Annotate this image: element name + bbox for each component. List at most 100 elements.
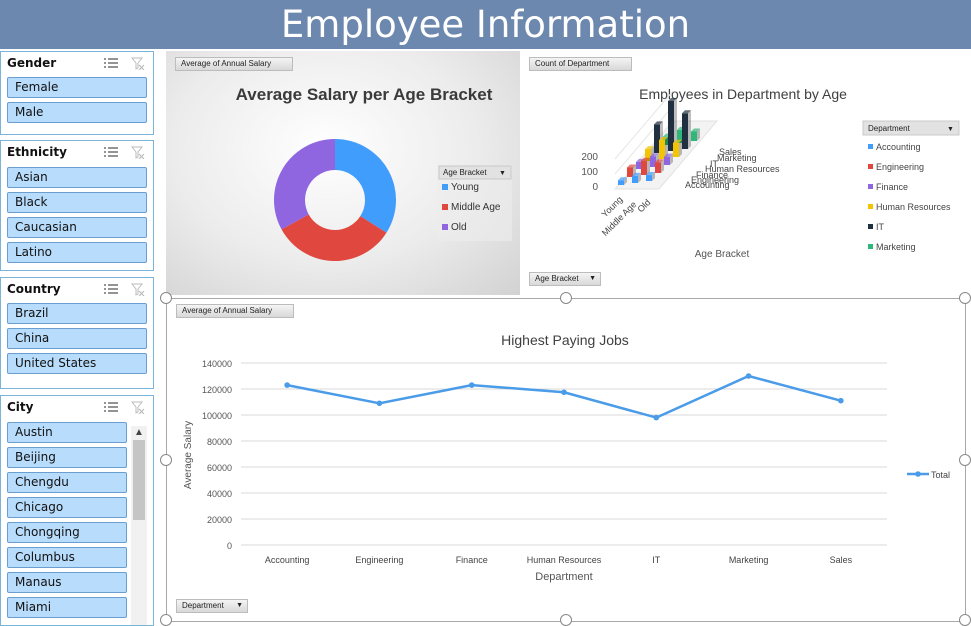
bar-finance-old[interactable] [664, 156, 670, 165]
bar-accounting-old[interactable] [646, 175, 652, 181]
dropdown-arrow-icon[interactable]: ▼ [589, 275, 596, 282]
legend-title: Age Bracket [443, 168, 487, 177]
slicer-item-beijing[interactable]: Beijing [7, 447, 127, 468]
slicer-item-chongqing[interactable]: Chongqing [7, 522, 127, 543]
bar-it-old[interactable] [682, 113, 688, 149]
data-point-marketing[interactable] [745, 373, 752, 379]
field-button-value[interactable]: Average of Annual Salary [176, 304, 294, 318]
bar-marketing-old[interactable] [691, 131, 697, 141]
slicer-header: Country [1, 278, 153, 300]
slicer-gender[interactable]: Gender Female Male [0, 51, 154, 135]
bar-marketing-middle-age[interactable] [677, 129, 683, 143]
series-line[interactable] [286, 374, 842, 419]
bar-top-face [668, 98, 677, 101]
field-button-value[interactable]: Average of Annual Salary [175, 57, 293, 71]
slicer-item-china[interactable]: China [7, 328, 147, 349]
slicer-item-austin[interactable]: Austin [7, 422, 127, 443]
resize-handle[interactable] [560, 292, 572, 304]
pie-slice-old[interactable] [274, 139, 335, 230]
bar-finance-young[interactable] [636, 161, 642, 169]
multi-select-icon[interactable] [103, 401, 119, 413]
clear-filter-icon[interactable] [131, 57, 145, 70]
clear-filter-icon[interactable] [131, 283, 145, 296]
data-point-accounting[interactable] [284, 382, 290, 388]
slicer-city[interactable]: City Austin Beijing Chengdu Chicago Chon… [0, 395, 154, 626]
scroll-thumb[interactable] [133, 440, 145, 520]
data-point-sales[interactable] [838, 397, 844, 404]
resize-handle[interactable] [959, 614, 971, 626]
resize-handle[interactable] [959, 454, 971, 466]
depth-axis-label: Sales [719, 147, 742, 157]
slicer-item-chengdu[interactable]: Chengdu [7, 472, 127, 493]
bar-human-resources-middle-age[interactable] [659, 139, 665, 159]
bar-engineering-middle-age[interactable] [641, 160, 647, 175]
scroll-up-icon[interactable]: ▲ [134, 427, 144, 438]
slicer-header: City [1, 396, 153, 418]
dropdown-arrow-icon[interactable]: ▼ [947, 126, 954, 133]
bar-human-resources-old[interactable] [673, 142, 679, 157]
data-point-human-resources[interactable] [561, 389, 567, 396]
multi-select-icon[interactable] [103, 57, 119, 69]
axis-field-button[interactable]: Department ▼ [176, 599, 248, 613]
slicer-item-miami[interactable]: Miami [7, 597, 127, 618]
data-point-it[interactable] [653, 414, 660, 421]
multi-select-icon[interactable] [103, 283, 119, 295]
bar-accounting-young[interactable] [618, 180, 624, 185]
clear-filter-icon[interactable] [131, 146, 145, 159]
bar-engineering-young[interactable] [627, 167, 633, 177]
slicer-item-asian[interactable]: Asian [7, 167, 147, 188]
field-button-value[interactable]: Count of Department [529, 57, 632, 71]
slicer-item-caucasian[interactable]: Caucasian [7, 217, 147, 238]
bar-engineering-old[interactable] [655, 162, 661, 173]
bar-it-young[interactable] [654, 124, 660, 153]
x-axis-label: Age Bracket [695, 249, 750, 260]
resize-handle[interactable] [160, 614, 172, 626]
slicer-country[interactable]: Country Brazil China United States [0, 277, 154, 389]
line-series-total [284, 373, 844, 421]
city-scrollbar[interactable]: ▲ ▼ [131, 426, 147, 625]
pie-slice-middle-age[interactable] [281, 214, 387, 261]
bar-accounting-middle-age[interactable] [632, 175, 638, 183]
resize-handle[interactable] [160, 292, 172, 304]
multi-select-icon[interactable] [103, 146, 119, 158]
slicer-item-chicago[interactable]: Chicago [7, 497, 127, 518]
y-axis-ticks: 0 20000 40000 60000 80000 100000 120000 140000 [202, 359, 232, 551]
slicer-item-columbus[interactable]: Columbus [7, 547, 127, 568]
slicer-item-female[interactable]: Female [7, 77, 147, 98]
data-point-finance[interactable] [468, 382, 475, 388]
slicer-item-united-states[interactable]: United States [7, 353, 147, 374]
slicer-ethnicity[interactable]: Ethnicity Asian Black Caucasian Latino [0, 140, 154, 271]
dropdown-arrow-icon[interactable]: ▼ [236, 602, 243, 609]
dropdown-arrow-icon[interactable]: ▼ [499, 170, 506, 177]
z-tick-label: 100 [581, 167, 598, 178]
chart-department-age[interactable]: Count of Department Age Bracket ▼ Employe… [523, 51, 967, 295]
bar-finance-middle-age[interactable] [650, 156, 656, 167]
resize-handle[interactable] [959, 292, 971, 304]
resize-handle[interactable] [160, 454, 172, 466]
data-point-engineering[interactable] [376, 400, 383, 407]
slicer-item-latino[interactable]: Latino [7, 242, 147, 263]
bar-it-middle-age[interactable] [668, 101, 674, 151]
legend-label: Total [931, 470, 950, 480]
bar-side-face [661, 159, 664, 173]
slicer-item-manaus[interactable]: Manaus [7, 572, 127, 593]
bar-human-resources-young[interactable] [645, 149, 651, 161]
bar-top-face [659, 136, 668, 140]
chart-salary-age[interactable]: Average of Annual Salary Average Salary … [166, 51, 520, 295]
legend-field-button[interactable] [862, 120, 960, 136]
pie-slice-young[interactable] [335, 139, 396, 233]
slicer-item-male[interactable]: Male [7, 102, 147, 123]
bar-side-face [679, 139, 682, 157]
slicer-item-black[interactable]: Black [7, 192, 147, 213]
axis-field-button[interactable]: Age Bracket ▼ [529, 272, 601, 286]
chart-highest-paying-jobs[interactable]: Average of Annual Salary Department ▼ Hig… [166, 298, 966, 622]
bar-marketing-young[interactable] [663, 136, 669, 145]
bar-side-face [652, 172, 655, 181]
clear-filter-icon[interactable] [131, 401, 145, 414]
legend-field-button[interactable] [438, 165, 512, 180]
resize-handle[interactable] [560, 614, 572, 626]
slicer-item-brazil[interactable]: Brazil [7, 303, 147, 324]
legend-label: Finance [876, 182, 908, 192]
x-tick-label: Marketing [729, 555, 769, 565]
legend-label: Young [451, 182, 479, 193]
